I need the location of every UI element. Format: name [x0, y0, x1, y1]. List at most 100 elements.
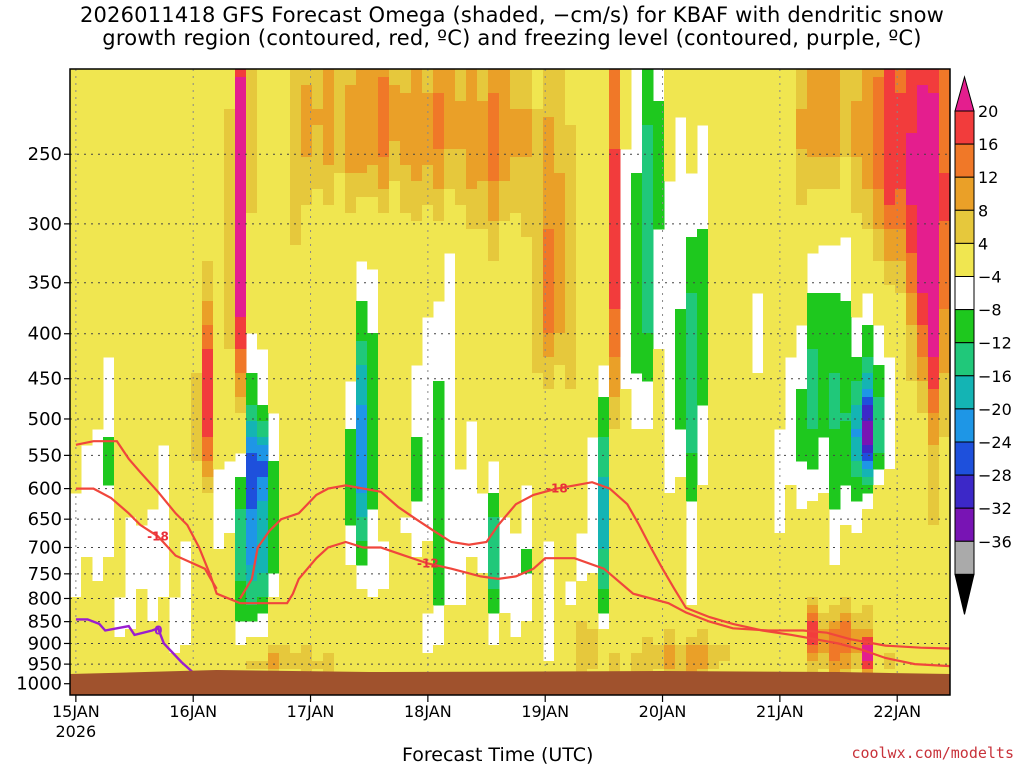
omega-cell [191, 237, 203, 246]
omega-cell [763, 541, 775, 550]
omega-cell [642, 477, 654, 486]
omega-cell [895, 229, 907, 238]
omega-cell [829, 405, 841, 414]
omega-cell [719, 261, 731, 270]
omega-cell [851, 421, 863, 430]
omega-cell [125, 141, 137, 150]
omega-cell [598, 421, 610, 430]
omega-cell [70, 621, 82, 630]
omega-cell [862, 349, 874, 358]
omega-cell [246, 581, 258, 590]
omega-cell [114, 517, 126, 526]
omega-cell [917, 125, 929, 134]
omega-cell [752, 453, 764, 462]
omega-cell [620, 509, 632, 518]
omega-cell [323, 437, 335, 446]
omega-cell [257, 533, 269, 542]
omega-cell [653, 485, 665, 494]
omega-cell [312, 77, 324, 86]
omega-cell [323, 205, 335, 214]
omega-cell [301, 197, 313, 206]
omega-cell [158, 341, 170, 350]
omega-cell [301, 341, 313, 350]
omega-cell [532, 365, 544, 374]
omega-cell [455, 213, 467, 222]
omega-cell [268, 213, 280, 222]
omega-cell [147, 445, 159, 454]
omega-cell [708, 541, 720, 550]
omega-cell [785, 517, 797, 526]
omega-cell [708, 141, 720, 150]
omega-cell [224, 141, 236, 150]
omega-cell [565, 365, 577, 374]
omega-cell [345, 165, 357, 174]
omega-cell [708, 365, 720, 374]
omega-cell [180, 493, 192, 502]
omega-cell [642, 349, 654, 358]
omega-cell [818, 541, 830, 550]
omega-cell [411, 485, 423, 494]
omega-cell [312, 461, 324, 470]
omega-cell [301, 437, 313, 446]
omega-cell [356, 237, 368, 246]
omega-cell [114, 453, 126, 462]
omega-cell [928, 277, 940, 286]
omega-cell [884, 333, 896, 342]
omega-cell [279, 101, 291, 110]
omega-cell [851, 141, 863, 150]
omega-cell [191, 509, 203, 518]
omega-cell [719, 149, 731, 158]
omega-cell [906, 117, 918, 126]
omega-cell [92, 213, 104, 222]
omega-cell [433, 253, 445, 262]
omega-cell [466, 341, 478, 350]
omega-cell [774, 533, 786, 542]
omega-cell [807, 325, 819, 334]
omega-cell [796, 437, 808, 446]
omega-cell [180, 357, 192, 366]
omega-cell [620, 477, 632, 486]
omega-cell [862, 589, 874, 598]
omega-cell [158, 189, 170, 198]
omega-cell [895, 69, 907, 78]
omega-cell [378, 109, 390, 118]
omega-cell [840, 629, 852, 638]
omega-cell [928, 229, 940, 238]
omega-cell [917, 85, 929, 94]
omega-cell [499, 285, 511, 294]
omega-cell [411, 301, 423, 310]
omega-cell [290, 637, 302, 646]
omega-cell [873, 237, 885, 246]
omega-cell [356, 333, 368, 342]
omega-cell [774, 197, 786, 206]
omega-cell [521, 93, 533, 102]
omega-cell [433, 269, 445, 278]
omega-cell [928, 237, 940, 246]
omega-cell [202, 101, 214, 110]
omega-cell [686, 245, 698, 254]
omega-cell [675, 349, 687, 358]
omega-cell [730, 205, 742, 214]
omega-cell [598, 357, 610, 366]
omega-cell [785, 101, 797, 110]
omega-cell [565, 293, 577, 302]
omega-cell [169, 141, 181, 150]
omega-cell [103, 565, 115, 574]
omega-cell [411, 493, 423, 502]
omega-cell [829, 205, 841, 214]
omega-cell [136, 309, 148, 318]
omega-cell [873, 421, 885, 430]
omega-cell [312, 277, 324, 286]
omega-cell [719, 285, 731, 294]
omega-cell [147, 149, 159, 158]
omega-cell [411, 93, 423, 102]
omega-cell [565, 541, 577, 550]
omega-cell [92, 77, 104, 86]
omega-cell [840, 557, 852, 566]
omega-cell [180, 205, 192, 214]
omega-cell [246, 173, 258, 182]
omega-cell [345, 493, 357, 502]
omega-cell [818, 213, 830, 222]
omega-cell [70, 645, 82, 654]
omega-cell [103, 469, 115, 478]
